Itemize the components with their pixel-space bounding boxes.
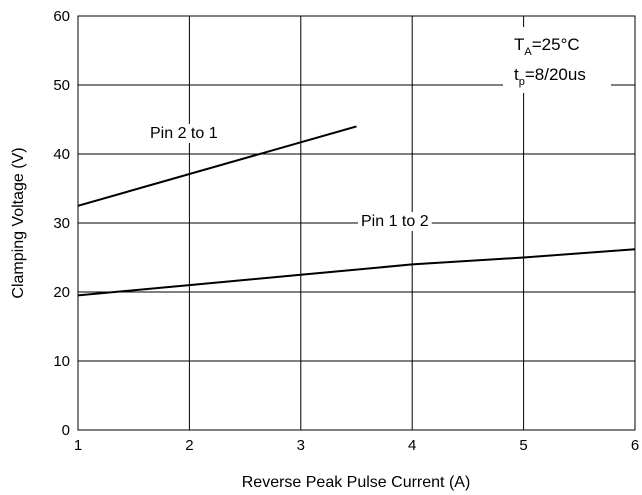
- y-tick-label: 20: [53, 284, 70, 301]
- series-line-pin-1-to-2: [77, 248, 636, 297]
- y-tick-label: 50: [53, 77, 70, 94]
- x-tick-label: 3: [297, 437, 305, 454]
- y-axis-title: Clamping Voltage (V): [10, 147, 27, 298]
- series-lines: [77, 125, 636, 297]
- annotation-background: [503, 27, 611, 93]
- series-label-pin-2-to-1: Pin 2 to 1: [150, 125, 218, 142]
- series-label-backgrounds: [147, 124, 432, 231]
- annotation-ambient-temperature: TA=25°C: [514, 35, 580, 58]
- plot-frame: [77, 15, 636, 431]
- series-line-pin-2-to-1: [77, 125, 357, 207]
- y-tick-label: 60: [53, 8, 70, 25]
- series-label-pin-1-to-2: Pin 1 to 2: [361, 213, 429, 230]
- y-tick-label: 0: [62, 422, 70, 439]
- annotation-pulse-time: tp=8/20us: [514, 65, 586, 88]
- y-tick-label: 40: [53, 146, 70, 163]
- series-label-pin-2-to-1-bg: [147, 124, 221, 143]
- y-tick-label: 30: [53, 215, 70, 232]
- x-tick-label: 2: [185, 437, 193, 454]
- x-tick-label: 5: [519, 437, 527, 454]
- x-axis-title: Reverse Peak Pulse Current (A): [242, 474, 471, 491]
- x-tick-label: 6: [631, 437, 639, 454]
- x-tick-label: 1: [74, 437, 82, 454]
- x-tick-label: 4: [408, 437, 416, 454]
- y-tick-label: 10: [53, 353, 70, 370]
- series-label-pin-1-to-2-bg: [358, 212, 432, 231]
